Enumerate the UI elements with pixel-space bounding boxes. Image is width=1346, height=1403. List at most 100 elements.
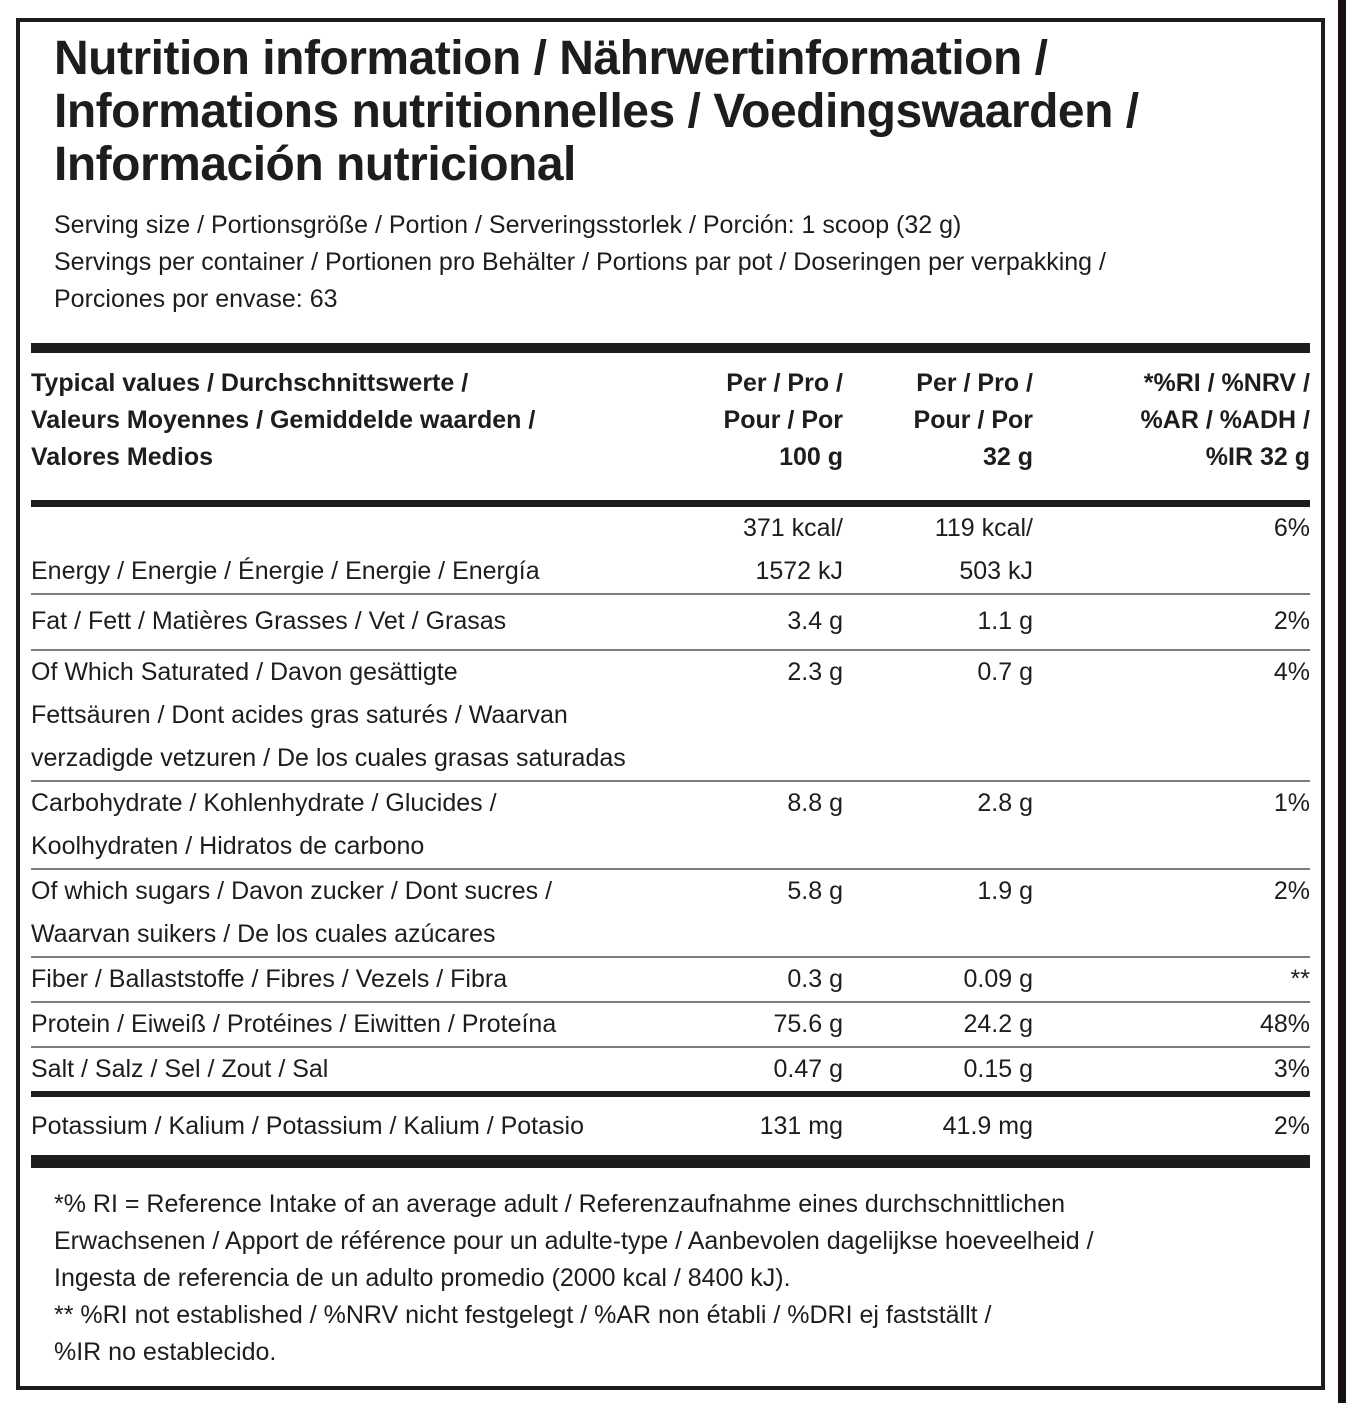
row-label-line: Of which sugars / Davon zucker / Dont su… <box>31 877 553 905</box>
footnotes: *% RI = Reference Intake of an average a… <box>31 1186 1310 1371</box>
row-per32-value: 24.2 g <box>963 1010 1033 1038</box>
row-ri-value: 4% <box>1273 658 1310 686</box>
header-line: Typical values / Durchschnittswerte / <box>31 369 469 397</box>
row-per32-value: 2.8 g <box>977 789 1033 817</box>
header-per-32g: Per / Pro / Pour / Por 32 g <box>843 353 1033 504</box>
table-row-protein: Protein / Eiweiß / Protéines / Eiwitten … <box>31 1002 1310 1047</box>
row-per100-value: 3.4 g <box>787 607 843 635</box>
row-per32-value: 1.1 g <box>977 607 1033 635</box>
serving-info: Serving size / Portionsgröße / Portion /… <box>31 207 1310 318</box>
label-content: Nutrition information / Nährwertinformat… <box>20 32 1321 1371</box>
row-per100-value: 75.6 g <box>773 1010 843 1038</box>
row-label-line: Fat / Fett / Matières Grasses / Vet / Gr… <box>31 607 507 635</box>
row-label-line: Waarvan suikers / De los cuales azúcares <box>31 920 496 948</box>
value-line: 503 kJ <box>959 557 1033 585</box>
table-header-row: Typical values / Durchschnittswerte / Va… <box>31 353 1310 504</box>
row-label: Fat / Fett / Matières Grasses / Vet / Gr… <box>31 594 651 650</box>
header-typical-values: Typical values / Durchschnittswerte / Va… <box>31 353 651 504</box>
serving-size-line: Serving size / Portionsgröße / Portion /… <box>54 211 962 239</box>
footnote-line: ** %RI not established / %NRV nicht fest… <box>54 1301 992 1329</box>
header-line: %IR 32 g <box>1205 443 1310 471</box>
footnote-line: %IR no establecido. <box>54 1338 277 1366</box>
row-ri-value: 3% <box>1273 1055 1310 1083</box>
row-per100-value: 0.47 g <box>773 1055 843 1083</box>
divider-bar-bottom <box>31 1155 1310 1168</box>
row-per100-value: 131 mg <box>759 1112 843 1140</box>
row-label: Carbohydrate / Kohlenhydrate / Glucides … <box>31 781 651 869</box>
row-ri-value: 48% <box>1259 1010 1310 1038</box>
value-line: 1572 kJ <box>755 557 843 585</box>
table-row-energy: Energy / Energie / Énergie / Energie / E… <box>31 504 1310 595</box>
row-per100-value: 371 kcal/ 1572 kJ <box>651 504 843 595</box>
header-line: Pour / Por <box>723 406 843 434</box>
footnote-line: Ingesta de referencia de un adulto prome… <box>54 1264 791 1292</box>
row-per32-value: 0.15 g <box>963 1055 1033 1083</box>
row-label-line: Fiber / Ballaststoffe / Fibres / Vezels … <box>31 965 508 993</box>
row-per100-value: 0.3 g <box>787 965 843 993</box>
row-label: Of which sugars / Davon zucker / Dont su… <box>31 869 651 957</box>
row-label-line: Carbohydrate / Kohlenhydrate / Glucides … <box>31 789 497 817</box>
row-ri-value: 6% <box>1273 514 1310 542</box>
header-line: Per / Pro / <box>916 369 1033 397</box>
row-label-line: verzadigde vetzuren / De los cuales gras… <box>31 744 626 772</box>
row-label-line: Protein / Eiweiß / Protéines / Eiwitten … <box>31 1010 557 1038</box>
row-ri-value: 2% <box>1273 1112 1310 1140</box>
servings-per-container-line: Servings per container / Portionen pro B… <box>54 248 1106 276</box>
header-line: Per / Pro / <box>726 369 843 397</box>
header-line: 32 g <box>982 443 1033 471</box>
row-label: Energy / Energie / Énergie / Energie / E… <box>31 504 651 595</box>
footnote-line: Erwachsenen / Apport de référence pour u… <box>54 1227 1094 1255</box>
row-ri-value: ** <box>1290 965 1310 993</box>
row-label: Fiber / Ballaststoffe / Fibres / Vezels … <box>31 957 651 1002</box>
title-line: Nutrition information / Nährwertinformat… <box>54 32 1048 85</box>
row-ri-value: 2% <box>1273 877 1310 905</box>
footnote-reference-intake: *% RI = Reference Intake of an average a… <box>54 1186 1290 1297</box>
title-line: Informations nutritionnelles / Voedingsw… <box>54 85 1139 138</box>
nutrition-table: Typical values / Durchschnittswerte / Va… <box>31 353 1310 1155</box>
value-line: 119 kcal/ <box>934 514 1033 542</box>
row-label-line: Of Which Saturated / Davon gesättigte <box>31 658 458 686</box>
row-label: Protein / Eiweiß / Protéines / Eiwitten … <box>31 1002 651 1047</box>
header-line: 100 g <box>779 443 843 471</box>
header-line: *%RI / %NRV / <box>1143 369 1310 397</box>
row-per32-value: 1.9 g <box>977 877 1033 905</box>
footnote-not-established: ** %RI not established / %NRV nicht fest… <box>54 1297 1290 1371</box>
row-label: Potassium / Kalium / Potassium / Kalium … <box>31 1094 651 1155</box>
row-label-line: Potassium / Kalium / Potassium / Kalium … <box>31 1112 584 1140</box>
title-line: Información nutricional <box>54 138 576 191</box>
row-label-line: Koolhydraten / Hidratos de carbono <box>31 832 425 860</box>
header-line: Valeurs Moyennes / Gemiddelde waarden / <box>31 406 536 434</box>
row-ri-value: 2% <box>1273 607 1310 635</box>
row-per32-value: 41.9 mg <box>942 1112 1033 1140</box>
row-per100-value: 2.3 g <box>787 658 843 686</box>
table-row-potassium: Potassium / Kalium / Potassium / Kalium … <box>31 1094 1310 1155</box>
row-label-line: Salt / Salz / Sel / Zout / Sal <box>31 1055 329 1083</box>
divider-bar-top <box>31 343 1310 353</box>
row-label: Of Which Saturated / Davon gesättigte Fe… <box>31 650 651 781</box>
table-row-carbohydrate: Carbohydrate / Kohlenhydrate / Glucides … <box>31 781 1310 869</box>
packaging-edge-bar <box>1338 0 1346 1403</box>
table-row-saturated-fat: Of Which Saturated / Davon gesättigte Fe… <box>31 650 1310 781</box>
table-row-sugars: Of which sugars / Davon zucker / Dont su… <box>31 869 1310 957</box>
row-per32-value: 119 kcal/ 503 kJ <box>843 504 1033 595</box>
header-line: Valores Medios <box>31 443 214 471</box>
table-row-salt: Salt / Salz / Sel / Zout / Sal 0.47 g 0.… <box>31 1047 1310 1094</box>
footnote-line: *% RI = Reference Intake of an average a… <box>54 1190 1066 1218</box>
header-line: %AR / %ADH / <box>1140 406 1310 434</box>
header-line: Pour / Por <box>913 406 1033 434</box>
row-per32-value: 0.09 g <box>963 965 1033 993</box>
header-per-100g: Per / Pro / Pour / Por 100 g <box>651 353 843 504</box>
row-label: Salt / Salz / Sel / Zout / Sal <box>31 1047 651 1094</box>
page-title: Nutrition information / Nährwertinformat… <box>31 32 1310 191</box>
row-per32-value: 0.7 g <box>977 658 1033 686</box>
row-label-line: Energy / Energie / Énergie / Energie / E… <box>31 557 540 585</box>
row-per100-value: 5.8 g <box>787 877 843 905</box>
header-ri-percent: *%RI / %NRV / %AR / %ADH / %IR 32 g <box>1033 353 1310 504</box>
row-label-line: Fettsäuren / Dont acides gras saturés / … <box>31 701 568 729</box>
row-ri-value: 1% <box>1273 789 1310 817</box>
table-row-fiber: Fiber / Ballaststoffe / Fibres / Vezels … <box>31 957 1310 1002</box>
servings-per-container-value-line: Porciones por envase: 63 <box>54 285 338 313</box>
table-row-fat: Fat / Fett / Matières Grasses / Vet / Gr… <box>31 594 1310 650</box>
nutrition-label-panel: Nutrition information / Nährwertinformat… <box>16 18 1325 1390</box>
